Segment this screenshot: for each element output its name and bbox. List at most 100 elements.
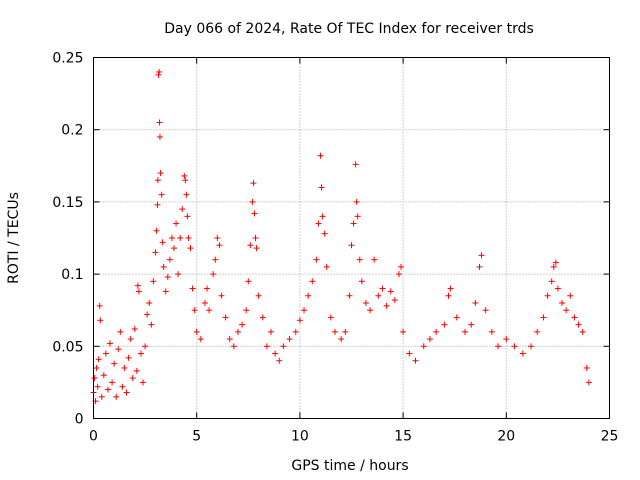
data-point [119,383,126,390]
data-point [159,239,166,246]
data-point [230,343,237,350]
data-point [383,302,390,309]
data-point [197,336,204,343]
x-tick-label: 5 [192,429,201,445]
data-point [315,220,322,227]
data-point [309,278,316,285]
data-point [250,180,257,187]
data-point [445,292,452,299]
data-point [252,235,259,241]
data-point [511,343,518,350]
data-point [152,249,159,256]
data-point [102,350,109,357]
data-point [342,328,349,335]
data-point [387,288,394,295]
data-point [154,201,161,208]
data-point [412,357,419,364]
data-point [158,191,165,198]
data-point [113,393,120,400]
data-point [319,213,326,220]
data-point [544,292,551,299]
data-point [170,245,177,252]
y-tick-label: 0.05 [52,339,83,355]
data-point [222,314,229,321]
data-point [175,271,182,278]
data-point [548,278,555,285]
data-point [226,336,233,343]
y-tick-label: 0.25 [52,51,83,67]
data-point [327,314,334,321]
data-point [280,343,287,350]
data-point [263,343,270,350]
data-point [356,256,363,263]
data-point [559,299,566,306]
data-point [472,299,479,306]
data-point [131,325,138,332]
data-point [534,328,541,335]
data-point [184,213,191,220]
data-point [318,184,325,191]
data-point [123,389,130,396]
data-point [182,177,189,184]
data-point [251,210,258,217]
data-point [179,206,186,213]
data-point [420,343,427,350]
data-point [348,242,355,249]
data-point [585,379,592,386]
data-point [166,256,173,263]
x-axis-ticks: 0 5 10 15 20 25 [89,57,619,445]
data-point [109,379,116,386]
y-tick-label: 0.2 [61,123,83,139]
data-point [127,336,134,343]
data-point [153,227,160,234]
x-tick-label: 20 [497,429,515,445]
x-axis-label: GPS time / hours [291,458,408,474]
data-point [173,220,180,227]
data-point [540,314,547,321]
data-point [313,256,320,263]
data-point [253,245,260,252]
data-point [98,393,105,400]
data-point [567,292,574,299]
data-point [398,263,405,270]
data-point [146,299,153,306]
data-point [137,350,144,357]
data-point [367,307,374,314]
data-point [156,119,163,126]
data-point [157,170,164,177]
data-point [433,328,440,335]
data-point [183,191,190,198]
x-tick-label: 25 [601,429,619,445]
data-point [162,288,169,295]
data-point [133,367,140,374]
data-point [579,328,586,335]
grid-lines [93,57,610,419]
data-point [395,271,402,278]
data-point [135,288,142,295]
data-point [352,161,359,168]
data-point [255,292,262,299]
data-point [346,292,353,299]
y-axis-label: ROTI / TECUs [6,192,22,284]
data-point [95,356,102,363]
data-point [150,278,157,285]
data-point [94,383,101,390]
data-point [317,152,324,159]
data-point [528,343,535,350]
data-point [148,321,155,328]
data-point [426,336,433,343]
data-point [571,314,578,321]
data-point [371,256,378,263]
data-point [321,230,328,237]
data-point [201,299,208,306]
data-point [519,350,526,357]
data-point [107,340,114,347]
data-point [583,364,590,371]
data-point [354,213,361,220]
data-point [206,307,213,314]
data-point [296,317,303,324]
data-point [453,314,460,321]
y-axis-ticks: 0 0.05 0.1 0.15 0.2 0.25 [52,51,610,428]
